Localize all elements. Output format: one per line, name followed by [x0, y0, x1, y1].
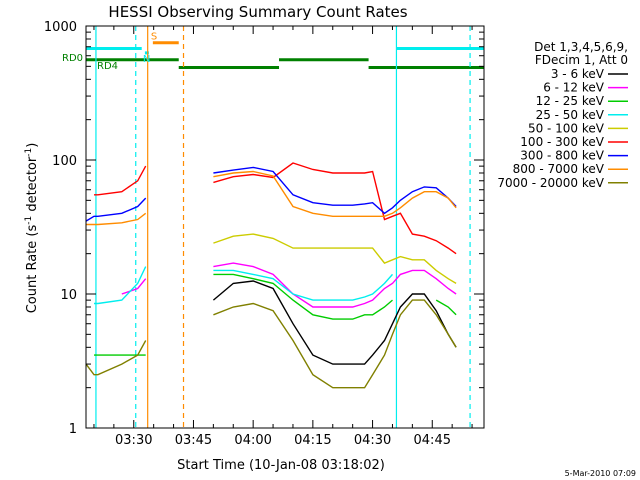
x-tick-label-5: 04:45 — [414, 433, 451, 448]
x-tick-label-1: 03:45 — [175, 433, 212, 448]
legend-label-2: 12 - 25 keV — [536, 94, 605, 108]
series-line-0 — [212, 280, 457, 365]
legend-header-line-2: FDecim 1, Att 0 — [535, 53, 628, 67]
x-axis-label: Start Time (10-Jan-08 03:18:02) — [177, 458, 385, 473]
legend: Det 1,3,4,5,6,9, FDecim 1, Att 0 3 - 6 k… — [497, 40, 628, 190]
y-axis-label: Count Rate (s-1 detector-1) — [24, 143, 40, 314]
plot-content — [86, 26, 484, 428]
series-line-3 — [94, 266, 394, 305]
series-line-7 — [86, 170, 457, 226]
series-line-6 — [86, 166, 457, 222]
legend-label-5: 100 - 300 keV — [520, 135, 604, 149]
series-line-1 — [121, 262, 457, 308]
x-tick-label-3: 04:15 — [294, 433, 331, 448]
legend-label-3: 25 - 50 keV — [536, 108, 605, 122]
attenuator-label-1: N — [143, 54, 150, 65]
legend-label-1: 6 - 12 keV — [543, 81, 605, 95]
series-line-5 — [94, 162, 457, 255]
legend-label-0: 3 - 6 keV — [551, 67, 605, 81]
x-tick-label-0: 03:30 — [115, 433, 152, 448]
legend-header-line-1: Det 1,3,4,5,6,9, — [534, 40, 628, 54]
x-axis: 03:30 03:45 04:00 04:15 04:30 04:45 — [93, 26, 473, 448]
plot-frame — [85, 25, 485, 429]
y-tick-label-0: 1 — [69, 422, 77, 437]
footer-date: 5-Mar-2010 07:09 — [565, 469, 636, 478]
decimation-label-1: RD4 — [97, 61, 118, 72]
chart-title: HESSI Observing Summary Count Rates — [108, 3, 407, 21]
legend-label-7: 800 - 7000 keV — [513, 162, 605, 176]
legend-label-6: 300 - 800 keV — [520, 149, 604, 163]
decimation-label-0: RD0 — [62, 53, 83, 64]
x-tick-label-2: 04:00 — [234, 433, 271, 448]
x-tick-label-4: 04:30 — [354, 433, 391, 448]
plot-area: SN — [86, 26, 484, 428]
series-line-2 — [94, 273, 457, 356]
legend-label-4: 50 - 100 keV — [528, 121, 605, 135]
attenuator-label-0: S — [151, 32, 157, 43]
legend-label-8: 7000 - 20000 keV — [497, 176, 604, 190]
y-tick-label-2: 100 — [52, 154, 77, 169]
y-tick-label-3: 1000 — [44, 20, 77, 35]
y-tick-label-1: 10 — [60, 288, 77, 303]
series-line-4 — [213, 233, 457, 285]
series-line-8 — [86, 299, 457, 389]
y-axis: 1 10 100 1000 — [44, 20, 484, 437]
